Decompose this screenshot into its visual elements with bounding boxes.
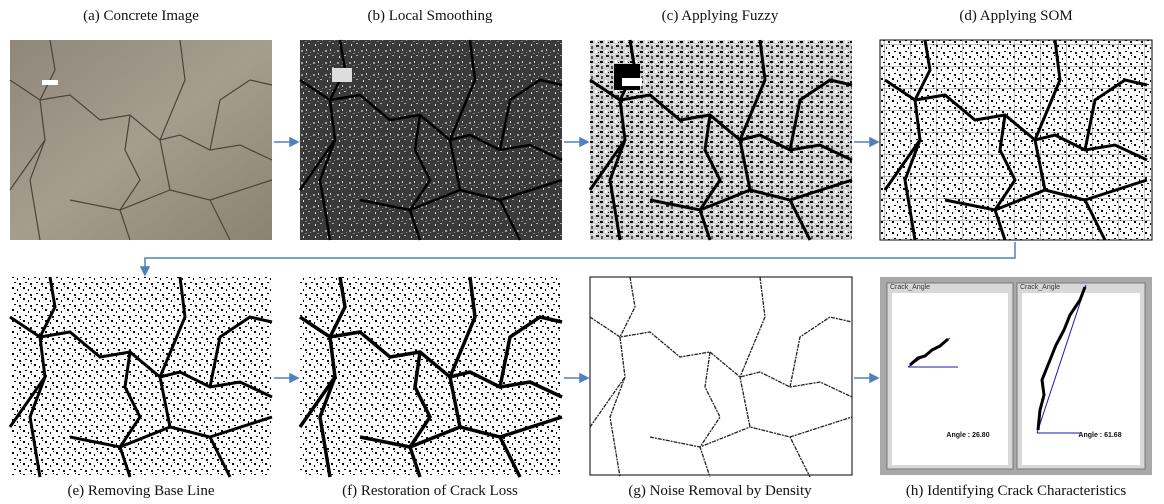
angle-line <box>1036 284 1087 434</box>
marker <box>332 68 352 82</box>
image <box>589 276 853 476</box>
angle-label: Angle : 26.80 <box>946 432 989 439</box>
caption: (e) Removing Base Line <box>67 483 214 499</box>
image <box>300 277 562 475</box>
panel-c <box>588 38 854 242</box>
arrows <box>139 136 1016 384</box>
crack <box>1036 286 1087 431</box>
window-canvas <box>892 293 1008 465</box>
panel-a <box>9 39 273 241</box>
arrow-head <box>869 136 880 148</box>
image <box>10 277 272 475</box>
caption: (g) Noise Removal by Density <box>628 483 812 499</box>
arrow-head <box>289 136 300 148</box>
arrow-head <box>579 372 590 384</box>
marker <box>622 78 642 86</box>
window-canvas <box>1022 293 1140 465</box>
image <box>10 40 272 240</box>
caption: (c) Applying Fuzzy <box>662 8 779 24</box>
panel-f <box>298 275 564 479</box>
marker <box>614 64 640 90</box>
connector <box>144 242 1016 268</box>
caption: (b) Local Smoothing <box>368 8 493 24</box>
panel-d <box>879 38 1153 242</box>
panel-g <box>589 276 853 478</box>
arrow-head <box>139 266 151 277</box>
panel-h: Crack_Angle Angle : 26.80 Crack_Angle An… <box>880 277 1152 475</box>
caption: (f) Restoration of Crack Loss <box>342 483 518 499</box>
panel-b <box>298 38 564 242</box>
arrow-head <box>289 372 300 384</box>
window-title: Crack_Angle <box>890 284 930 291</box>
crack <box>909 337 949 367</box>
window-title: Crack_Angle <box>1020 284 1060 291</box>
caption: (h) Identifying Crack Characteristics <box>906 483 1126 499</box>
panel-e <box>8 275 274 479</box>
angle-label: Angle : 61.68 <box>1078 432 1121 439</box>
grid <box>880 40 1152 240</box>
arrow-head <box>579 136 590 148</box>
arrow-head <box>869 372 880 384</box>
caption: (d) Applying SOM <box>959 8 1072 24</box>
marker <box>42 80 58 85</box>
caption: (a) Concrete Image <box>83 8 199 24</box>
